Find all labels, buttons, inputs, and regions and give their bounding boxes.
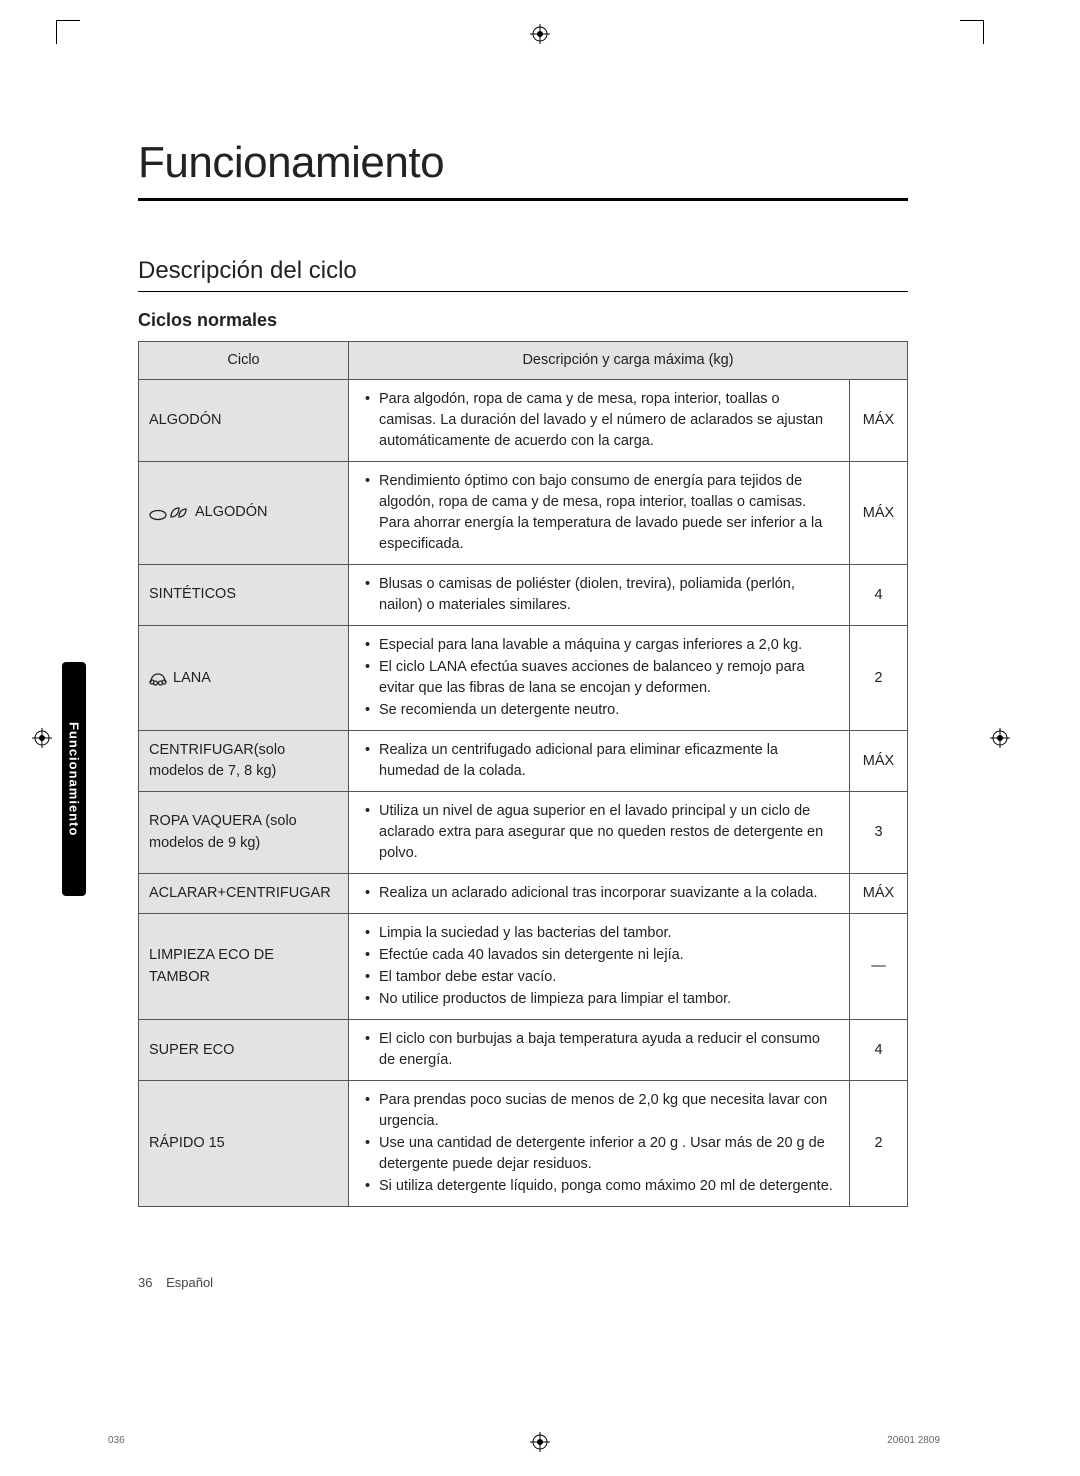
- cycle-label: SUPER ECO: [149, 1042, 234, 1058]
- cycle-label: ROPA VAQUERA (solo modelos de 9 kg): [149, 813, 297, 850]
- cycle-load-cell: 4: [850, 1020, 908, 1081]
- col-header-cycle: Ciclo: [139, 342, 349, 380]
- cycle-label: LANA: [173, 670, 211, 686]
- table-row: ACLARAR+CENTRIFUGAR Realiza un aclarado a…: [139, 874, 908, 914]
- crop-mark-top-left: [56, 20, 80, 44]
- cycle-desc-item: Se recomienda un detergente neutro.: [359, 700, 839, 721]
- cycle-load-cell: 3: [850, 792, 908, 874]
- page-footer: 36 Español: [138, 1275, 213, 1290]
- cycle-name-cell: ALGODÓN: [139, 462, 349, 565]
- cycle-desc-cell: Realiza un aclarado adicional tras incor…: [349, 874, 850, 914]
- side-tab: Funcionamiento: [62, 662, 86, 896]
- cycle-desc-item: El ciclo con burbujas a baja temperatura…: [359, 1029, 839, 1071]
- cycle-desc-item: No utilice productos de limpieza para li…: [359, 989, 839, 1010]
- cycle-desc-item: Blusas o camisas de poliéster (diolen, t…: [359, 574, 839, 616]
- cycle-desc-cell: Rendimiento óptimo con bajo consumo de e…: [349, 462, 850, 565]
- cycle-label: ALGODÓN: [195, 504, 268, 520]
- table-row: SINTÉTICOS Blusas o camisas de poliéster …: [139, 565, 908, 626]
- cycle-label: ACLARAR+CENTRIFUGAR: [149, 885, 331, 901]
- table-row: CENTRIFUGAR(solo modelos de 7, 8 kg) Real…: [139, 731, 908, 792]
- cycle-desc-item: Limpia la suciedad y las bacterias del t…: [359, 923, 839, 944]
- subsection-heading: Ciclos normales: [138, 310, 908, 331]
- cycle-load-cell: MÁX: [850, 462, 908, 565]
- table-row: ALGODÓN Rendimiento óptimo con bajo consu…: [139, 462, 908, 565]
- cycle-desc-item: El ciclo LANA efectúa suaves acciones de…: [359, 657, 839, 699]
- cycle-label: LIMPIEZA ECO DE TAMBOR: [149, 947, 274, 984]
- table-row: LANA Especial para lana lavable a máquina…: [139, 626, 908, 731]
- registration-mark-bottom: [530, 1432, 550, 1452]
- table-row: ROPA VAQUERA (solo modelos de 9 kg) Utili…: [139, 792, 908, 874]
- table-header-row: Ciclo Descripción y carga máxima (kg): [139, 342, 908, 380]
- micro-text-right: 20601 2809: [887, 1435, 940, 1446]
- micro-text-left: 036: [108, 1435, 125, 1446]
- cycle-name-cell: SUPER ECO: [139, 1020, 349, 1081]
- cycle-name-cell: ALGODÓN: [139, 380, 349, 462]
- cycle-desc-cell: El ciclo con burbujas a baja temperatura…: [349, 1020, 850, 1081]
- cycle-load-cell: MÁX: [850, 380, 908, 462]
- table-row: ALGODÓN Para algodón, ropa de cama y de m…: [139, 380, 908, 462]
- cycle-desc-item: Efectúe cada 40 lavados sin detergente n…: [359, 945, 839, 966]
- cycle-desc-item: Si utiliza detergente líquido, ponga com…: [359, 1176, 839, 1197]
- crop-mark-top-right: [960, 20, 984, 44]
- cycle-load-cell: MÁX: [850, 874, 908, 914]
- col-header-desc: Descripción y carga máxima (kg): [349, 342, 908, 380]
- cycle-desc-item: Realiza un centrifugado adicional para e…: [359, 740, 839, 782]
- cycle-load-cell: MÁX: [850, 731, 908, 792]
- cycle-desc-item: Especial para lana lavable a máquina y c…: [359, 635, 839, 656]
- cycle-label: ALGODÓN: [149, 412, 222, 428]
- registration-mark-left: [32, 728, 52, 748]
- cycle-name-cell: SINTÉTICOS: [139, 565, 349, 626]
- cycle-name-cell: CENTRIFUGAR(solo modelos de 7, 8 kg): [139, 731, 349, 792]
- cycle-desc-item: Rendimiento óptimo con bajo consumo de e…: [359, 471, 839, 555]
- cycle-label: RÁPIDO 15: [149, 1135, 225, 1151]
- cycle-load-cell: 2: [850, 1081, 908, 1207]
- cycle-label: CENTRIFUGAR(solo modelos de 7, 8 kg): [149, 742, 285, 779]
- page-title: Funcionamiento: [138, 138, 908, 201]
- registration-mark-top: [530, 24, 550, 44]
- cycle-load-cell: —: [850, 914, 908, 1020]
- table-row: SUPER ECO El ciclo con burbujas a baja te…: [139, 1020, 908, 1081]
- page-content: Funcionamiento Descripción del ciclo Cic…: [138, 138, 908, 1207]
- cycle-desc-cell: Para prendas poco sucias de menos de 2,0…: [349, 1081, 850, 1207]
- cycle-desc-cell: Especial para lana lavable a máquina y c…: [349, 626, 850, 731]
- cycle-load-cell: 4: [850, 565, 908, 626]
- cycle-desc-cell: Para algodón, ropa de cama y de mesa, ro…: [349, 380, 850, 462]
- cycle-desc-item: Para algodón, ropa de cama y de mesa, ro…: [359, 389, 839, 452]
- cycle-name-cell: ACLARAR+CENTRIFUGAR: [139, 874, 349, 914]
- cycle-name-cell: LANA: [139, 626, 349, 731]
- page-number: 36: [138, 1275, 152, 1290]
- cycle-desc-cell: Limpia la suciedad y las bacterias del t…: [349, 914, 850, 1020]
- cycles-table: Ciclo Descripción y carga máxima (kg) AL…: [138, 341, 908, 1207]
- cycle-name-cell: LIMPIEZA ECO DE TAMBOR: [139, 914, 349, 1020]
- cycle-label: SINTÉTICOS: [149, 586, 236, 602]
- cycle-name-cell: ROPA VAQUERA (solo modelos de 9 kg): [139, 792, 349, 874]
- table-row: RÁPIDO 15 Para prendas poco sucias de men…: [139, 1081, 908, 1207]
- table-row: LIMPIEZA ECO DE TAMBOR Limpia la suciedad…: [139, 914, 908, 1020]
- eco-cotton-icon: [149, 505, 189, 521]
- cycle-name-cell: RÁPIDO 15: [139, 1081, 349, 1207]
- wool-icon: [149, 670, 167, 686]
- cycle-desc-item: Para prendas poco sucias de menos de 2,0…: [359, 1090, 839, 1132]
- footer-language: Español: [166, 1275, 213, 1290]
- cycle-desc-item: Use una cantidad de detergente inferior …: [359, 1133, 839, 1175]
- cycle-desc-item: El tambor debe estar vacío.: [359, 967, 839, 988]
- cycle-desc-item: Realiza un aclarado adicional tras incor…: [359, 883, 839, 904]
- cycle-desc-item: Utiliza un nivel de agua superior en el …: [359, 801, 839, 864]
- cycle-desc-cell: Realiza un centrifugado adicional para e…: [349, 731, 850, 792]
- section-heading: Descripción del ciclo: [138, 257, 908, 292]
- cycle-load-cell: 2: [850, 626, 908, 731]
- cycle-desc-cell: Blusas o camisas de poliéster (diolen, t…: [349, 565, 850, 626]
- registration-mark-right: [990, 728, 1010, 748]
- cycle-desc-cell: Utiliza un nivel de agua superior en el …: [349, 792, 850, 874]
